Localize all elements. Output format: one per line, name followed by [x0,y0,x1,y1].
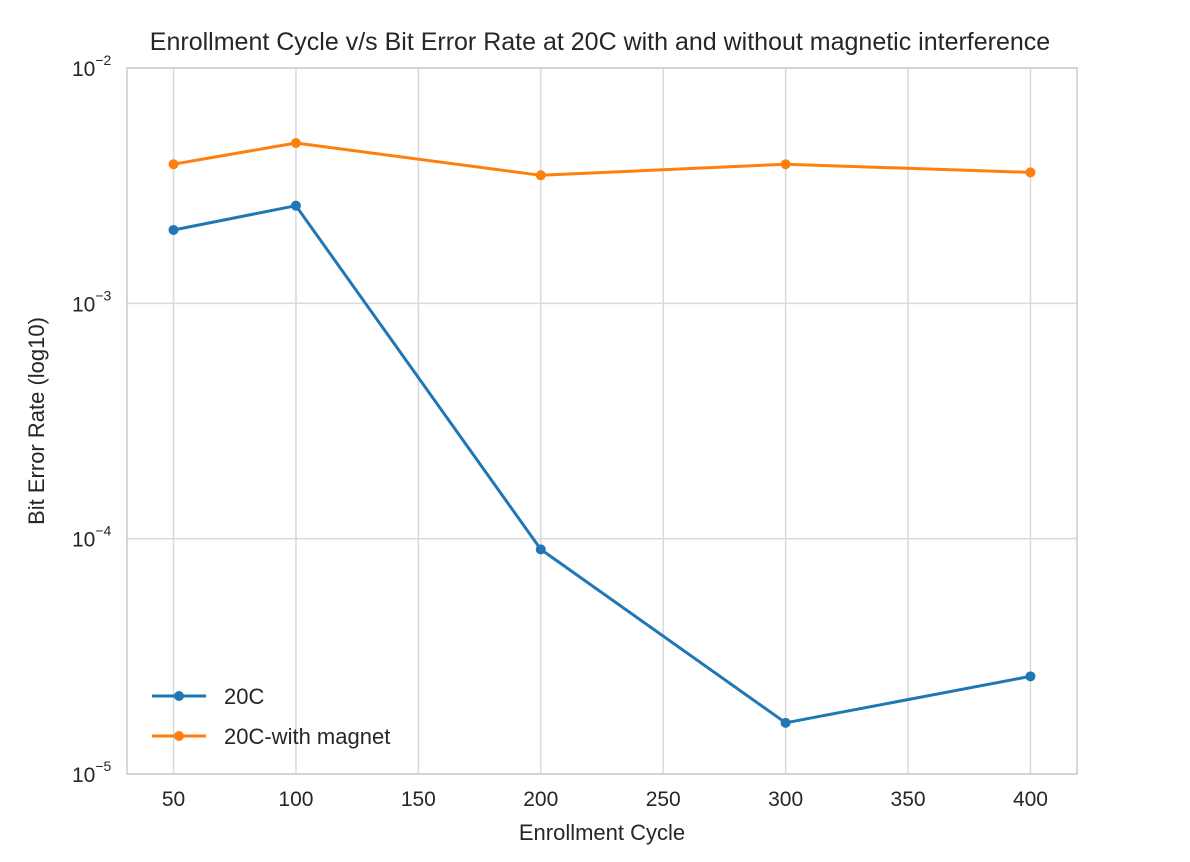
data-point [1025,167,1036,178]
y-tick-label: 10−5 [72,758,112,787]
y-tick-label: 10−3 [72,287,112,316]
series-2 [168,138,1036,181]
series-1 [168,200,1036,728]
x-tick-label: 50 [162,788,185,811]
x-tick-label: 400 [1013,788,1048,811]
legend-label: 20C [224,684,264,709]
series-line [173,204,1031,725]
legend-item: 20C [152,684,264,709]
data-point [780,717,791,728]
plot-frame [126,67,1078,775]
y-tick-labels: 10−5 10−4 10−3 10−2 [72,52,112,787]
x-tick-label: 250 [646,788,681,811]
data-point [535,544,546,555]
data-point [168,224,179,235]
x-tick-label: 200 [523,788,558,811]
series-line [173,141,1031,177]
series-layer [168,138,1036,728]
x-axis-label: Enrollment Cycle [519,820,685,845]
x-tick-label: 100 [278,788,313,811]
y-tick-label: 10−4 [72,523,112,552]
data-point [535,170,546,181]
x-tick-labels: 50 100 150 200 250 300 350 400 [162,788,1048,811]
data-point [168,159,179,170]
legend-marker [174,691,184,701]
legend-item: 20C-with magnet [152,724,390,749]
legend-label: 20C-with magnet [224,724,390,749]
data-point [1025,671,1036,682]
data-point [290,200,301,211]
legend: 20C 20C-with magnet [152,684,390,749]
y-axis-label: Bit Error Rate (log10) [24,317,49,525]
y-tick-label: 10−2 [72,52,112,81]
data-point [290,138,301,149]
data-point [780,159,791,170]
x-tick-label: 350 [891,788,926,811]
x-tick-label: 300 [768,788,803,811]
x-tick-label: 150 [401,788,436,811]
legend-marker [174,731,184,741]
chart-title: Enrollment Cycle v/s Bit Error Rate at 2… [150,28,1050,56]
